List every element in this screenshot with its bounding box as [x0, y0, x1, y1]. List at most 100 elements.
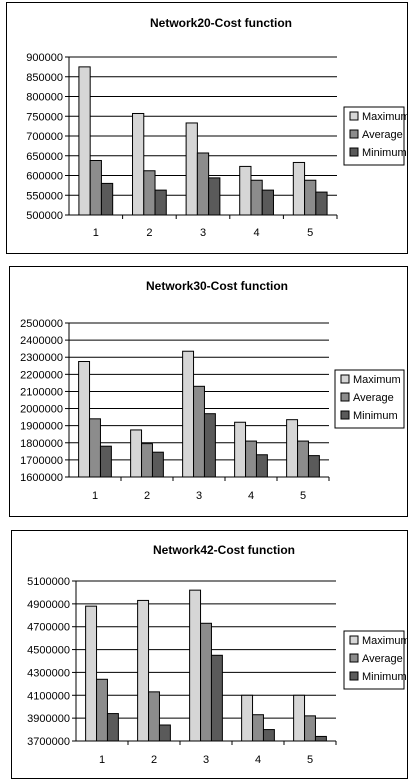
bar-minimum-4	[261, 189, 274, 216]
legend-swatch-average	[349, 129, 359, 139]
bar-maximum-2	[137, 599, 150, 742]
bar-average-3	[196, 152, 210, 216]
x-tick-label: 3	[203, 754, 209, 766]
legend-label-average: Average	[362, 129, 403, 141]
legend-swatch-maximum	[349, 635, 359, 645]
x-tick-label: 5	[307, 227, 313, 239]
legend-swatch-minimum	[349, 147, 359, 157]
bar-maximum-5	[286, 419, 299, 478]
bar-minimum-1	[99, 445, 112, 478]
bar-average-5	[304, 715, 316, 742]
bar-minimum-4	[255, 454, 268, 478]
bar-average-4	[245, 440, 257, 478]
y-tick-label: 2200000	[20, 369, 63, 381]
bar-maximum-3	[189, 589, 202, 742]
y-tick-label: 3700000	[27, 736, 70, 748]
legend-swatch-minimum	[340, 410, 350, 420]
bar-minimum-5	[314, 735, 327, 742]
bar-minimum-2	[151, 451, 164, 478]
x-tick-label: 2	[151, 754, 157, 766]
bar-maximum-4	[239, 165, 252, 216]
bar-minimum-1	[100, 182, 114, 216]
bar-maximum-1	[78, 66, 91, 216]
x-tick-label: 1	[93, 227, 99, 239]
bar-average-2	[143, 170, 156, 216]
bar-average-2	[141, 443, 153, 478]
y-tick-label: 1800000	[20, 438, 63, 450]
y-tick-label: 650000	[26, 151, 63, 163]
bar-minimum-3	[208, 177, 221, 216]
y-tick-label: 550000	[26, 190, 63, 202]
x-tick-label: 1	[99, 754, 105, 766]
bar-average-5	[304, 179, 317, 216]
y-tick-label: 600000	[26, 171, 63, 183]
y-tick-label: 800000	[26, 92, 63, 104]
y-tick-label: 1900000	[20, 421, 63, 433]
chart-svg: Network20-Cost function 500000 550000 60000…	[26, 16, 407, 239]
bar-minimum-1	[106, 713, 119, 742]
bar-maximum-4	[234, 421, 247, 478]
y-tick-label: 2500000	[20, 318, 63, 330]
legend-label-maximum: Maximum	[362, 635, 407, 647]
y-tick-label: 4500000	[27, 645, 70, 657]
bar-average-3	[200, 622, 212, 742]
bar-average-1	[89, 418, 101, 478]
x-tick-label: 5	[307, 754, 313, 766]
x-tick-label: 4	[254, 227, 260, 239]
bar-maximum-3	[185, 122, 198, 216]
x-tick-label: 3	[200, 227, 206, 239]
bar-maximum-1	[78, 361, 91, 478]
y-tick-label: 1600000	[20, 472, 63, 484]
chart-panel-network20: Network20-Cost function 500000 550000 60000…	[6, 2, 408, 254]
bar-minimum-2	[158, 724, 171, 742]
bar-minimum-3	[203, 413, 216, 478]
chart-svg: Network42-Cost function 3700000 3900000 410…	[27, 543, 407, 766]
bar-average-4	[252, 714, 264, 742]
chart-title: Network30-Cost function	[146, 279, 288, 293]
x-tick-label: 1	[92, 490, 98, 502]
y-tick-label: 2300000	[20, 352, 63, 364]
x-tick-label: 5	[300, 490, 306, 502]
y-tick-label: 850000	[26, 72, 63, 84]
y-tick-label: 700000	[26, 131, 63, 143]
bar-maximum-5	[292, 161, 306, 216]
x-tick-label: 2	[144, 490, 150, 502]
bar-minimum-5	[307, 455, 320, 478]
y-tick-label: 2100000	[20, 386, 63, 398]
x-tick-label: 4	[248, 490, 254, 502]
bar-minimum-4	[262, 729, 275, 742]
legend-label-maximum: Maximum	[353, 374, 401, 386]
bar-average-5	[297, 440, 309, 478]
y-tick-label: 3900000	[27, 713, 70, 725]
legend-label-minimum: Minimum	[362, 147, 407, 159]
y-tick-label: 4100000	[27, 690, 70, 702]
legend-label-maximum: Maximum	[362, 111, 407, 123]
bar-maximum-2	[130, 429, 143, 478]
legend-swatch-average	[340, 392, 350, 402]
y-tick-label: 500000	[26, 210, 63, 222]
bar-average-4	[250, 179, 263, 216]
y-tick-label: 2400000	[20, 335, 63, 347]
bar-maximum-2	[132, 112, 145, 216]
y-tick-label: 4700000	[27, 622, 70, 634]
bar-maximum-5	[293, 694, 306, 742]
bar-minimum-2	[154, 189, 167, 216]
chart-panel-network30: Network30-Cost function 1600000 1700000 180…	[9, 266, 408, 517]
y-tick-label: 900000	[26, 52, 63, 64]
bar-average-1	[96, 678, 108, 742]
bar-minimum-3	[210, 654, 223, 742]
bar-minimum-5	[315, 191, 328, 216]
legend-swatch-maximum	[349, 111, 359, 121]
chart-title: Network42-Cost function	[153, 543, 295, 557]
chart-panel-network42: Network42-Cost function 3700000 3900000 410…	[11, 530, 408, 779]
y-tick-label: 4900000	[27, 599, 70, 611]
bar-maximum-3	[182, 350, 195, 478]
y-tick-label: 750000	[26, 111, 63, 123]
legend-swatch-average	[349, 653, 359, 663]
legend-label-minimum: Minimum	[362, 671, 407, 683]
x-tick-label: 4	[255, 754, 261, 766]
legend-label-average: Average	[362, 653, 403, 665]
bar-average-2	[148, 691, 160, 742]
y-tick-label: 5100000	[27, 576, 70, 588]
bar-average-3	[193, 385, 205, 478]
